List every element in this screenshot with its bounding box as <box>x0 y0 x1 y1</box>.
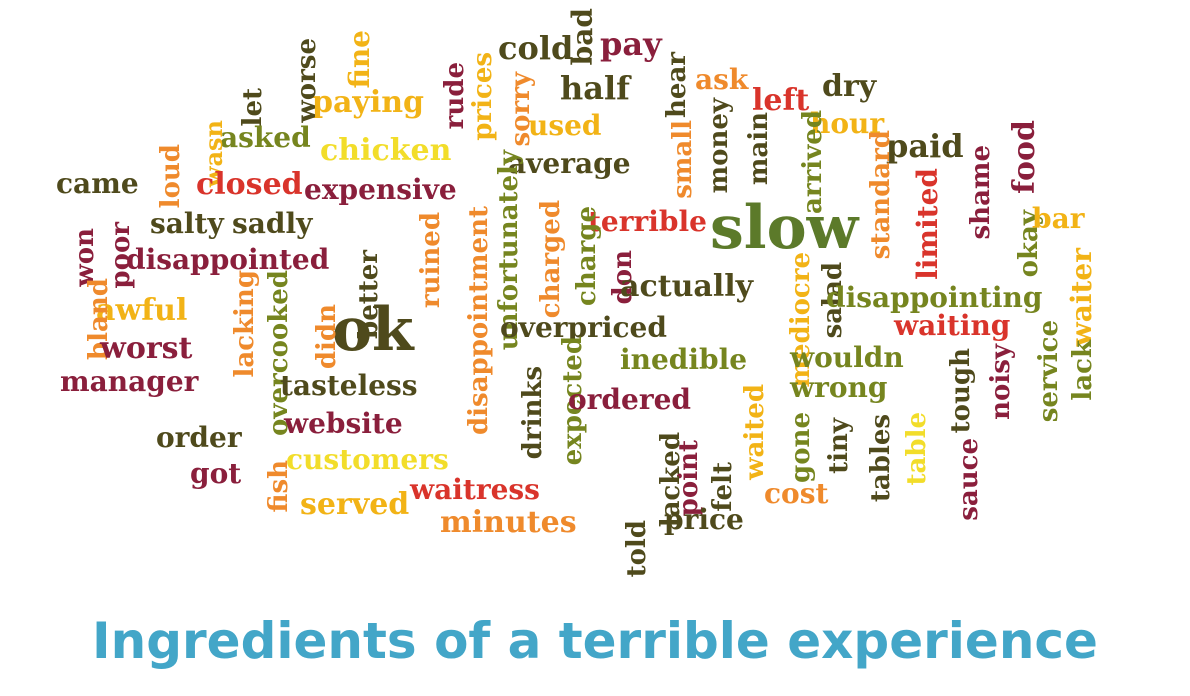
word-standard: standard <box>866 130 896 260</box>
word-didn: didn <box>312 304 342 370</box>
word-left: left <box>752 83 810 118</box>
word-fine: fine <box>343 30 376 89</box>
word-charge: charge <box>572 206 602 307</box>
caption-title: Ingredients of a terrible experience <box>92 612 1098 670</box>
word-bad: bad <box>566 8 599 66</box>
word-charged: charged <box>536 200 566 319</box>
word-better: better <box>354 250 384 339</box>
word-worst: worst <box>100 331 193 366</box>
word-actually: actually <box>620 269 754 304</box>
word-order: order <box>156 421 242 454</box>
word-wouldn: wouldn <box>790 341 904 374</box>
word-gone: gone <box>786 412 816 483</box>
word-bar: bar <box>1032 202 1085 235</box>
word-lacking: lacking <box>230 270 260 378</box>
word-paying: paying <box>312 85 425 120</box>
word-came: came <box>56 167 139 200</box>
word-chicken: chicken <box>320 133 452 168</box>
word-served: served <box>300 487 410 522</box>
word-hear: hear <box>662 52 692 118</box>
word-cloud: slow ok cold bad pay half hear ask left dry hour pa… <box>56 8 1098 578</box>
word-ok: ok <box>332 295 414 365</box>
word-used: used <box>528 109 602 142</box>
word-pay: pay <box>600 25 662 63</box>
word-manager: manager <box>60 365 199 398</box>
word-small: small <box>668 120 698 199</box>
word-customers: customers <box>286 443 449 476</box>
word-minutes: minutes <box>440 505 577 540</box>
word-slow: slow <box>710 193 859 263</box>
word-told: told <box>622 520 652 578</box>
word-main: main <box>744 112 774 186</box>
word-rude: rude <box>440 62 470 130</box>
word-sauce: sauce <box>954 438 984 521</box>
word-ask: ask <box>695 63 749 96</box>
word-ordered: ordered <box>568 383 691 416</box>
word-sorry: sorry <box>506 72 536 147</box>
word-cold: cold <box>498 29 574 67</box>
word-tough: tough <box>946 348 976 434</box>
word-wrong: wrong <box>790 371 888 404</box>
word-awful: awful <box>96 293 188 328</box>
word-drinks: drinks <box>518 366 548 460</box>
word-waitress: waitress <box>410 473 540 506</box>
word-waiter: waiter <box>1065 248 1098 347</box>
word-service: service <box>1034 320 1064 423</box>
word-overpriced: overpriced <box>500 311 667 344</box>
word-ruined: ruined <box>416 212 446 309</box>
word-loud: loud <box>156 144 186 209</box>
word-closed: closed <box>196 167 303 202</box>
word-disappointing: disappointing <box>826 281 1043 314</box>
word-half: half <box>560 69 630 107</box>
word-expensive: expensive <box>304 173 457 206</box>
word-waited: waited <box>740 384 770 480</box>
word-cost: cost <box>764 477 829 510</box>
word-waiting: waiting <box>894 309 1011 342</box>
word-shame: shame <box>966 145 996 240</box>
word-hour: hour <box>810 107 885 140</box>
word-asked: asked <box>220 121 311 154</box>
word-tiny: tiny <box>824 418 854 474</box>
word-limited: limited <box>911 168 944 280</box>
word-tables: tables <box>866 414 896 503</box>
word-sadly: sadly <box>232 207 313 240</box>
word-paid: paid <box>886 127 964 165</box>
word-worse: worse <box>292 38 322 123</box>
word-disappointment: disappointment <box>464 206 494 435</box>
word-prices: prices <box>468 52 498 141</box>
word-disappointed: disappointed <box>126 243 330 276</box>
word-tasteless: tasteless <box>280 369 418 402</box>
word-lack: lack <box>1068 340 1098 401</box>
word-noisy: noisy <box>986 344 1016 420</box>
word-website: website <box>284 407 403 440</box>
word-salty: salty <box>150 207 224 240</box>
word-food: food <box>1007 120 1042 194</box>
word-terrible: terrible <box>588 205 707 238</box>
word-average: average <box>508 147 631 180</box>
word-money: money <box>704 98 734 194</box>
word-arrived: arrived <box>798 110 828 214</box>
word-table: table <box>902 412 932 486</box>
word-dry: dry <box>822 69 877 104</box>
word-price: price <box>664 503 744 536</box>
word-got: got <box>190 457 242 490</box>
word-inedible: inedible <box>620 343 748 376</box>
